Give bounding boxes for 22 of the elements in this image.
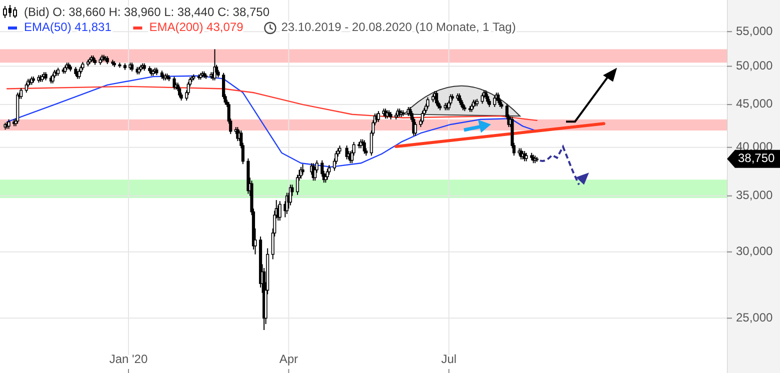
candlestick — [278, 200, 282, 222]
y-tick-label: 25,000 — [736, 310, 774, 324]
x-tick-label: Jul — [441, 352, 457, 366]
x-tick-label: Apr — [279, 352, 298, 366]
text: 23.10.2019 - 20.08.2020 (10 Monate, 1 Tag) — [281, 20, 516, 34]
candlestick — [420, 110, 424, 124]
candlestick — [328, 164, 331, 176]
candlestick — [178, 86, 182, 98]
y-tick-label: 45,000 — [736, 96, 774, 111]
x-tick-label: Jan '20 — [109, 352, 148, 366]
text: 38,750 — [738, 151, 776, 166]
candlestick — [426, 96, 430, 110]
legend-label: EMA(200) 43,079 — [149, 20, 244, 34]
candlestick — [414, 121, 417, 136]
legend-label: EMA(50) 41,831 — [24, 20, 112, 34]
y-tick-label: 30,000 — [736, 244, 774, 258]
candlestick — [486, 94, 490, 104]
candlestick — [493, 95, 496, 108]
y-tick-label: 55,000 — [736, 24, 774, 38]
y-tick-label: 35,000 — [736, 188, 774, 202]
y-tick-label: 50,000 — [736, 58, 774, 72]
text: (Bid) O: 38,660 H: 38,960 L: 38,440 C: 38,750 — [24, 5, 270, 20]
